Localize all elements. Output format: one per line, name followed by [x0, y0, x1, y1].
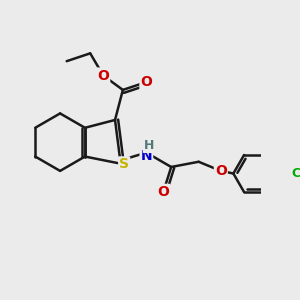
Text: S: S: [119, 158, 129, 171]
Text: O: O: [158, 185, 169, 199]
Text: O: O: [97, 68, 109, 83]
Text: N: N: [141, 149, 152, 163]
Text: H: H: [144, 139, 154, 152]
Text: O: O: [140, 75, 152, 89]
Text: Cl: Cl: [292, 167, 300, 180]
Text: O: O: [215, 164, 227, 178]
